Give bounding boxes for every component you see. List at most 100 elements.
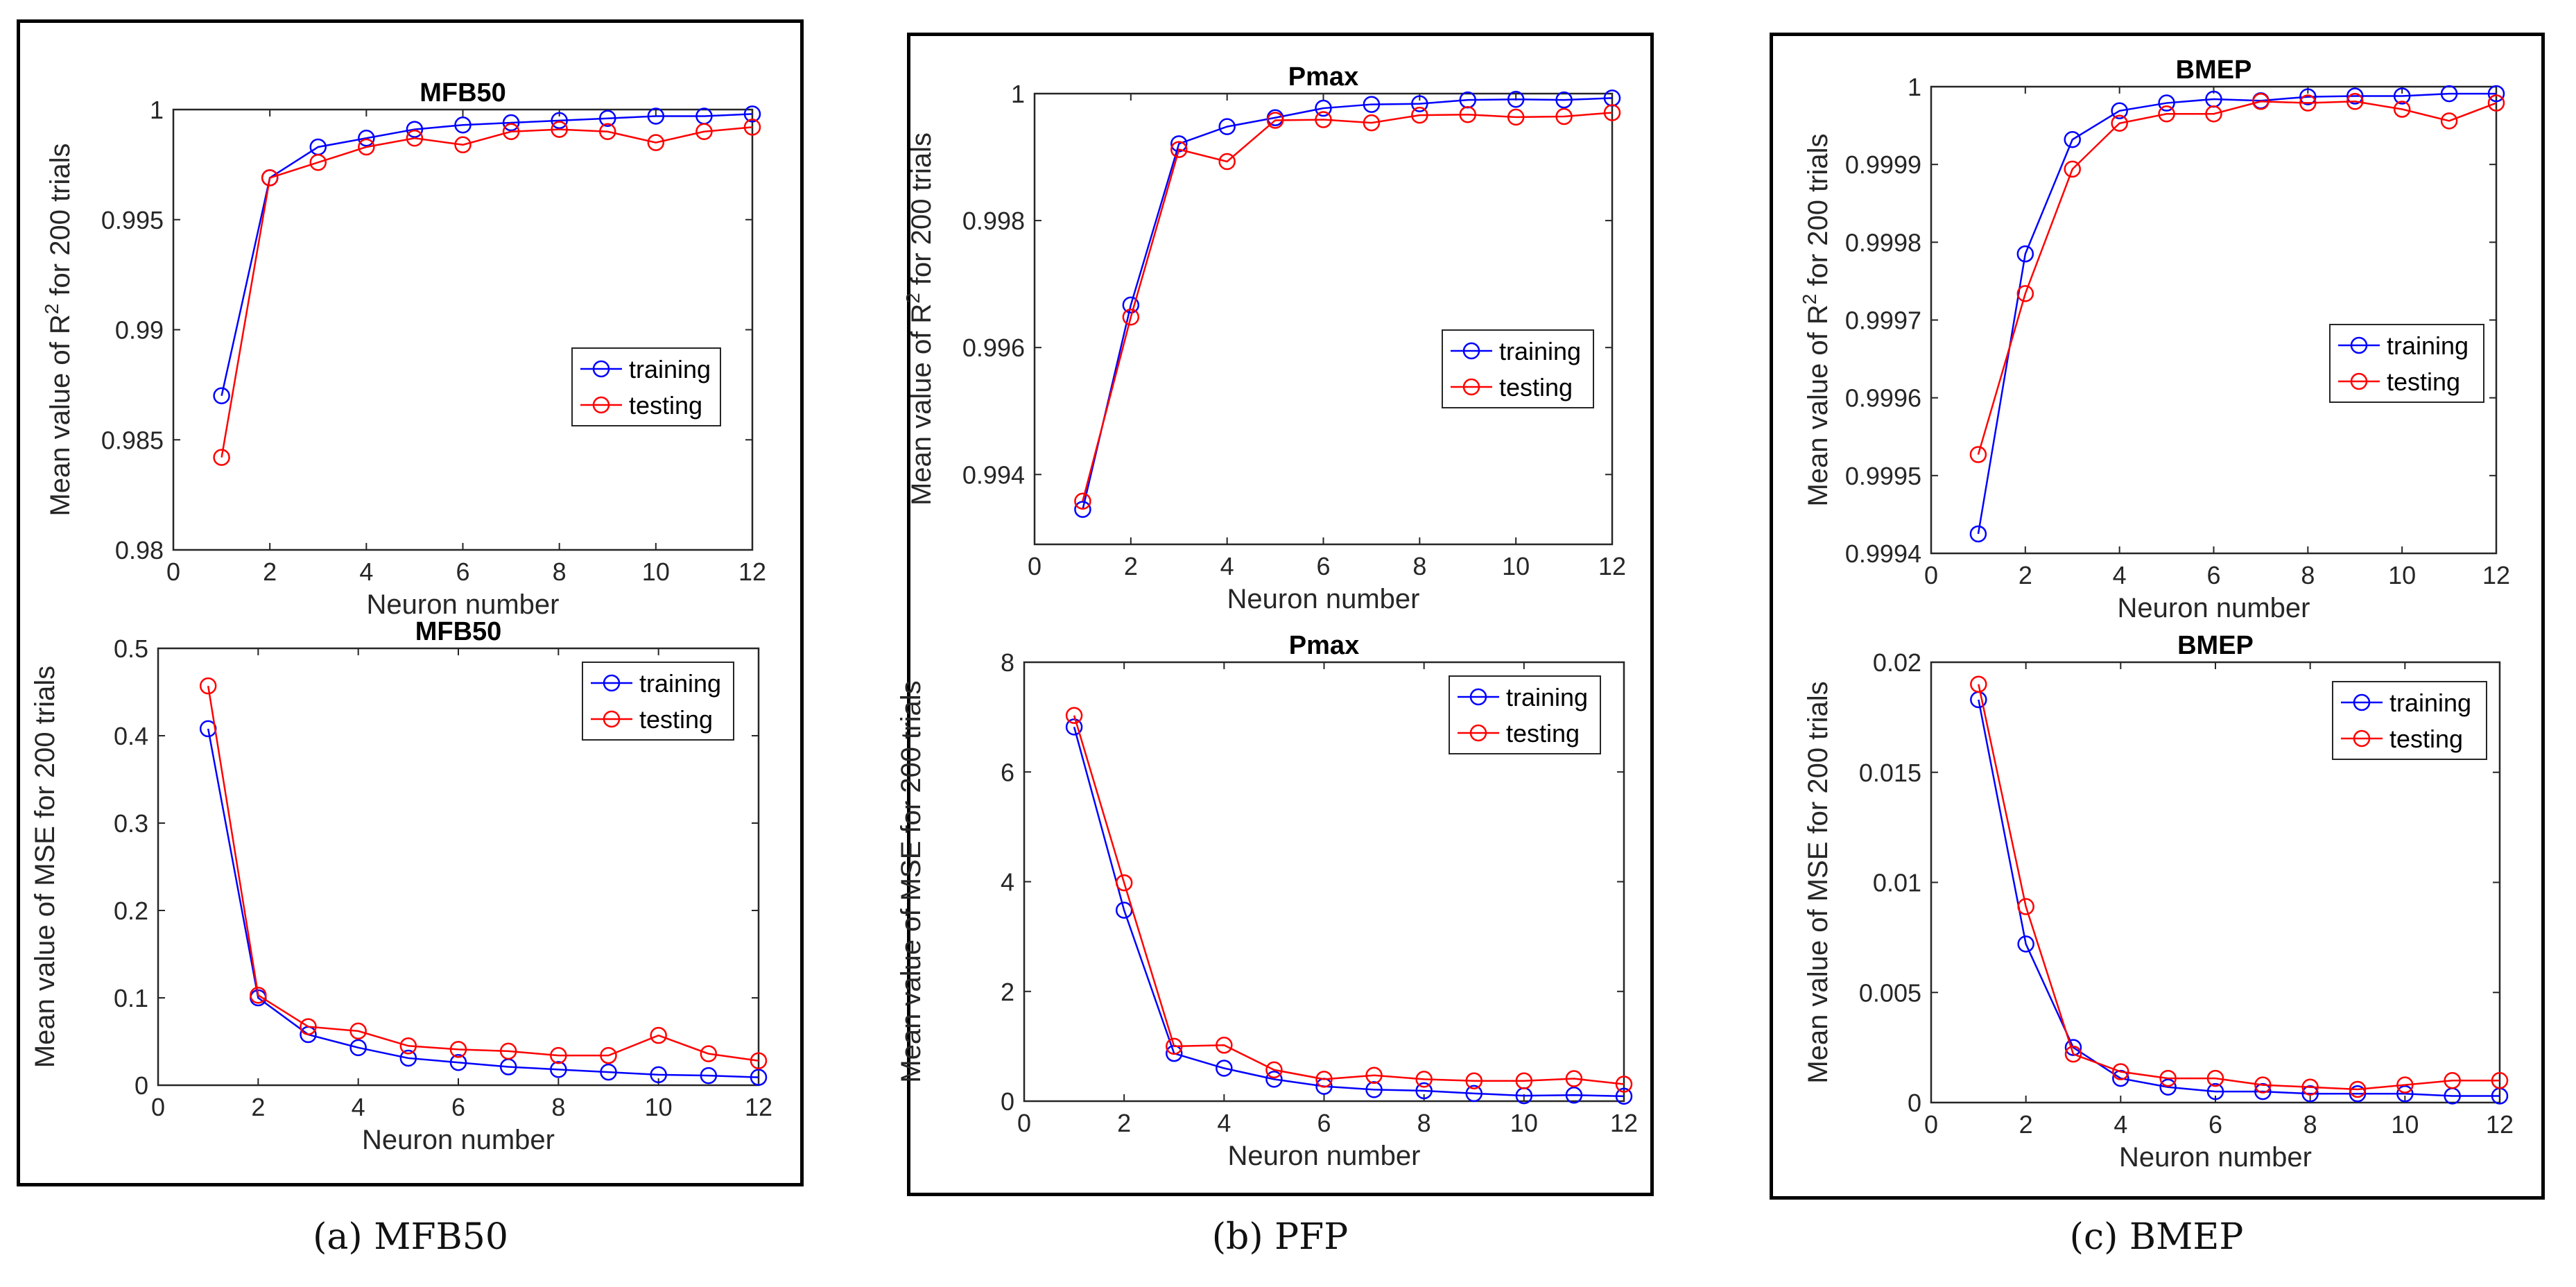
chart-title: BMEP bbox=[2177, 631, 2254, 660]
data-point-testing bbox=[449, 1041, 467, 1058]
legend-label-training: training bbox=[629, 355, 711, 383]
data-point-testing bbox=[454, 136, 472, 154]
data-point-training bbox=[1465, 1085, 1483, 1103]
data-point-testing bbox=[647, 134, 665, 151]
data-point-training bbox=[2346, 87, 2364, 105]
legend-marker-testing bbox=[592, 396, 610, 414]
data-point-training bbox=[1555, 91, 1573, 109]
caption-bmep: (c) BMEP bbox=[2069, 1216, 2244, 1258]
data-point-testing bbox=[2016, 285, 2034, 302]
y-tick-label: 0.985 bbox=[101, 426, 164, 454]
data-point-testing bbox=[2254, 1076, 2272, 1094]
y-tick-label: 0.9998 bbox=[1845, 228, 1921, 257]
x-tick-label: 4 bbox=[352, 1093, 365, 1121]
y-tick-label: 0.99 bbox=[115, 316, 164, 345]
data-point-testing bbox=[650, 1026, 667, 1044]
y-tick-label: 0.01 bbox=[1873, 869, 1921, 897]
legend: training testing bbox=[1449, 675, 1601, 754]
data-point-testing bbox=[1565, 1070, 1583, 1087]
legend-marker-training bbox=[1462, 342, 1480, 360]
data-point-testing bbox=[1315, 1071, 1333, 1088]
data-point-training bbox=[550, 1061, 567, 1078]
chart-title: Pmax bbox=[1289, 631, 1359, 660]
data-point-training bbox=[1218, 118, 1236, 135]
legend: training testing bbox=[2332, 681, 2487, 760]
data-point-training bbox=[358, 130, 375, 147]
legend-box bbox=[2332, 681, 2487, 760]
legend-label-testing: testing bbox=[2389, 725, 2463, 753]
x-axis-label: Neuron number bbox=[1227, 584, 1420, 614]
x-tick-label: 10 bbox=[645, 1093, 673, 1121]
data-point-testing bbox=[2206, 1069, 2224, 1087]
data-point-training bbox=[2016, 245, 2034, 263]
data-point-testing bbox=[1265, 1061, 1283, 1079]
data-point-testing bbox=[1465, 1072, 1483, 1089]
data-point-testing bbox=[1615, 1076, 1633, 1093]
legend-box bbox=[582, 662, 734, 741]
plot-area bbox=[1930, 85, 2498, 555]
x-tick-label: 8 bbox=[1412, 552, 1426, 580]
y-tick-label: 6 bbox=[1001, 758, 1014, 786]
data-point-training bbox=[2301, 1085, 2319, 1103]
legend-label-training: training bbox=[2389, 689, 2471, 717]
data-point-testing bbox=[499, 1042, 517, 1060]
x-tick-label: 6 bbox=[2206, 561, 2220, 589]
x-tick-label: 12 bbox=[738, 558, 766, 586]
x-tick-label: 12 bbox=[1598, 552, 1626, 580]
caption-pfp: (b) PFP bbox=[1211, 1216, 1349, 1258]
chart-bmep-r2: 0 2 4 6 8 10 12 0.9994 0.9995 0.9996 0.9997 0.9998 0… bbox=[1799, 55, 2510, 623]
x-tick-label: 8 bbox=[2301, 561, 2315, 589]
data-point-testing bbox=[399, 1037, 417, 1055]
x-tick-label: 4 bbox=[1220, 552, 1234, 580]
data-point-testing bbox=[2487, 94, 2505, 112]
data-point-training bbox=[1411, 95, 1428, 112]
legend-label-testing: testing bbox=[629, 391, 702, 420]
data-point-training bbox=[502, 114, 520, 132]
y-tick-label: 0.9999 bbox=[1845, 150, 1921, 179]
y-axis-label: Mean value of R2 for 200 trials bbox=[902, 132, 937, 506]
data-point-training bbox=[1265, 1071, 1283, 1088]
data-point-testing bbox=[2159, 1069, 2177, 1087]
y-tick-label: 0.9997 bbox=[1845, 306, 1921, 335]
data-point-testing bbox=[358, 138, 375, 156]
x-axis-label: Neuron number bbox=[367, 589, 560, 620]
plot-area bbox=[172, 108, 754, 551]
legend-marker-training bbox=[592, 360, 610, 378]
y-axis-label: Mean value of MSE for 200 trials bbox=[1803, 681, 1833, 1083]
y-tick-label: 4 bbox=[1001, 868, 1014, 897]
chart-pmax-mse: 0 2 4 6 8 10 12 0 2 4 6 8 Pmax Neuron number Mean valu… bbox=[896, 631, 1638, 1171]
x-tick-label: 10 bbox=[1510, 1109, 1538, 1137]
data-point-testing bbox=[1170, 141, 1188, 158]
data-point-testing bbox=[2346, 93, 2364, 110]
data-point-testing bbox=[599, 123, 616, 140]
x-tick-label: 2 bbox=[1117, 1109, 1131, 1137]
x-tick-label: 0 bbox=[1028, 552, 1041, 580]
y-tick-label: 0.9996 bbox=[1845, 384, 1921, 413]
legend: training testing bbox=[1442, 329, 1594, 408]
legend-box bbox=[1449, 675, 1601, 754]
data-point-testing bbox=[1515, 1072, 1533, 1089]
data-point-training bbox=[2064, 1039, 2082, 1056]
y-tick-label: 1 bbox=[1011, 80, 1025, 108]
data-point-testing bbox=[1415, 1071, 1433, 1088]
data-point-testing bbox=[2064, 1045, 2082, 1063]
x-tick-label: 10 bbox=[642, 558, 670, 586]
legend-marker-training bbox=[2350, 336, 2368, 354]
x-tick-label: 8 bbox=[1417, 1109, 1431, 1137]
legend-marker-testing bbox=[2353, 729, 2371, 748]
data-point-testing bbox=[1216, 1037, 1233, 1054]
data-point-training bbox=[399, 1049, 417, 1067]
x-tick-label: 0 bbox=[166, 558, 180, 586]
data-point-testing bbox=[2112, 1063, 2129, 1080]
data-point-training bbox=[600, 1063, 617, 1081]
legend-box bbox=[571, 347, 721, 426]
data-point-testing bbox=[1411, 106, 1428, 124]
y-tick-label: 0.995 bbox=[101, 206, 164, 234]
data-point-training bbox=[349, 1039, 367, 1057]
legend: training testing bbox=[2329, 324, 2484, 403]
x-axis-label: Neuron number bbox=[362, 1125, 555, 1155]
y-tick-label: 0.994 bbox=[962, 460, 1025, 489]
data-point-training bbox=[551, 112, 568, 130]
y-tick-label: 0.015 bbox=[1859, 759, 1921, 787]
chart-bmep-mse: 0 2 4 6 8 10 12 0 0.005 0.01 0.015 0.02 BMEP Neuron n… bbox=[1803, 631, 2514, 1173]
